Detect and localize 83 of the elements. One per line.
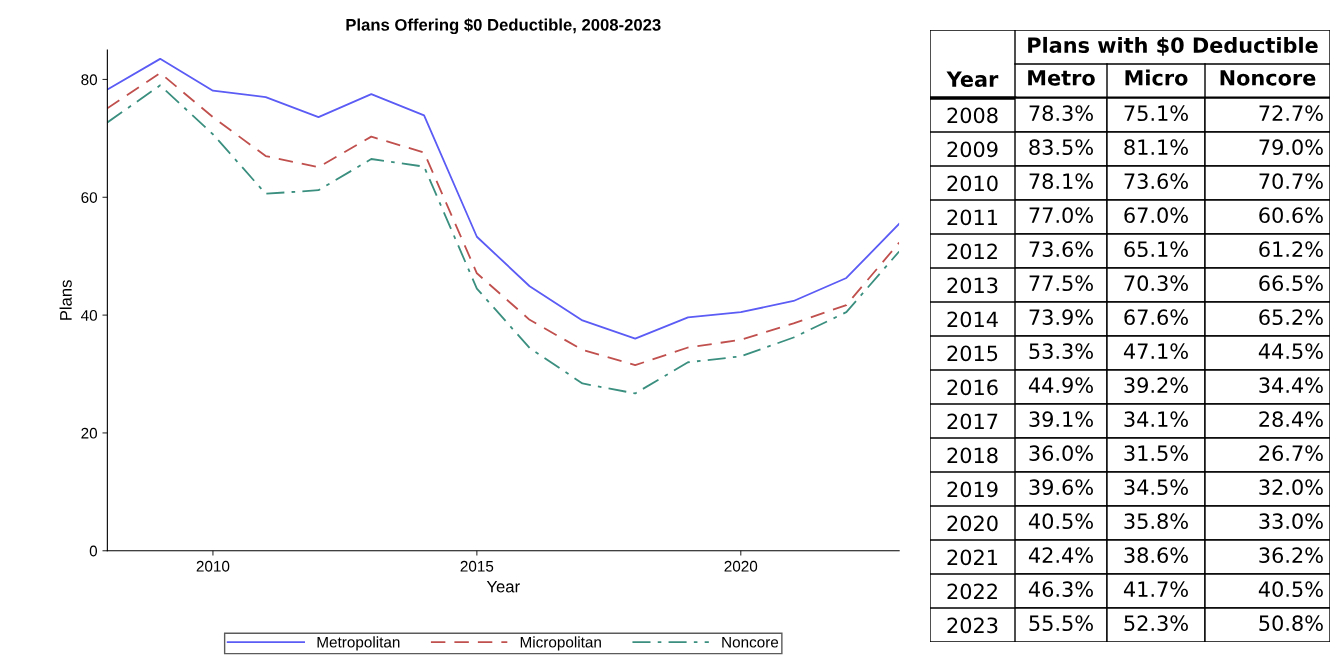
text: 36.0% bbox=[1029, 445, 1093, 462]
text: 70.7% bbox=[1259, 173, 1323, 190]
text: 39.1% bbox=[1029, 411, 1093, 428]
y-tick-label: 2009 bbox=[947, 141, 998, 158]
x-tick-label: 2015 bbox=[460, 560, 494, 572]
text: 77.5% bbox=[1029, 275, 1093, 292]
text: 31.5% bbox=[1124, 445, 1188, 462]
text: 50.8% bbox=[1259, 615, 1323, 632]
text: 44.5% bbox=[1258, 343, 1323, 360]
text: 75.1% bbox=[1124, 105, 1188, 122]
y-axis-title: Plans bbox=[59, 280, 72, 320]
text: 44.9% bbox=[1028, 377, 1093, 394]
text: 47.1% bbox=[1123, 343, 1188, 360]
text: 39.2% bbox=[1124, 377, 1188, 394]
y-tick-label: 20 bbox=[81, 427, 98, 439]
text: 34.4% bbox=[1259, 377, 1323, 394]
text: 81.1% bbox=[1124, 139, 1188, 156]
text: 65.1% bbox=[1124, 241, 1188, 258]
y-tick-label: 2012 bbox=[947, 243, 997, 260]
text: 38.6% bbox=[1124, 547, 1188, 564]
text: 66.5% bbox=[1259, 275, 1323, 292]
text: 34.5% bbox=[1124, 479, 1188, 496]
text: 41.7% bbox=[1123, 581, 1188, 598]
y-tick-label: 40 bbox=[81, 309, 98, 321]
text: 53.3% bbox=[1029, 343, 1093, 360]
y-tick-label: 2019 bbox=[947, 481, 998, 498]
x-tick-label: 2020 bbox=[724, 560, 758, 572]
text: 26.7% bbox=[1259, 445, 1323, 462]
text: 32.0% bbox=[1259, 479, 1323, 496]
text: 61.2% bbox=[1259, 241, 1323, 258]
y-tick-label: 2023 bbox=[947, 617, 998, 634]
y-tick-label: 2020 bbox=[947, 515, 998, 532]
text: 73.6% bbox=[1029, 241, 1093, 258]
text: 52.3% bbox=[1124, 615, 1188, 632]
text: 73.9% bbox=[1029, 309, 1093, 326]
text: 55.5% bbox=[1029, 615, 1093, 632]
text: 60.6% bbox=[1259, 207, 1323, 224]
text: 33.0% bbox=[1259, 513, 1323, 530]
text: 65.2% bbox=[1259, 309, 1323, 326]
text: 34.1% bbox=[1124, 411, 1188, 428]
text: 40.5% bbox=[1258, 581, 1323, 598]
text: 67.6% bbox=[1124, 309, 1188, 326]
x-tick-label: Metro bbox=[1028, 70, 1095, 86]
text: 39.6% bbox=[1029, 479, 1093, 496]
y-tick-label: 0 bbox=[89, 545, 98, 557]
x-tick-label: Micro bbox=[1125, 69, 1188, 86]
text: 67.0% bbox=[1124, 207, 1188, 224]
text: 35.8% bbox=[1124, 513, 1188, 530]
y-tick-label: 2016 bbox=[947, 379, 998, 396]
y-tick-label: 2008 bbox=[947, 107, 998, 124]
y-tick-label: 2013 bbox=[947, 277, 998, 294]
text: 77.0% bbox=[1029, 207, 1093, 224]
text: 83.5% bbox=[1029, 139, 1093, 156]
x-tick-label: 2010 bbox=[196, 560, 230, 572]
text: 79.0% bbox=[1259, 139, 1323, 156]
y-tick-label: 2015 bbox=[947, 345, 998, 362]
y-tick-label: 2021 bbox=[947, 549, 998, 566]
text: 36.2% bbox=[1259, 547, 1323, 564]
legend-label: Micropolitan bbox=[520, 636, 601, 651]
legend-label: Metropolitan bbox=[317, 636, 400, 651]
text: 78.1% bbox=[1029, 173, 1093, 190]
y-tick-label: 2017 bbox=[947, 413, 998, 430]
y-axis-title: Year bbox=[946, 71, 999, 88]
x-tick-label: Noncore bbox=[1220, 70, 1316, 86]
legend-label: Noncore bbox=[722, 636, 779, 648]
y-tick-label: 2014 bbox=[947, 311, 998, 328]
text: 73.6% bbox=[1124, 173, 1188, 190]
y-tick-label: 2010 bbox=[947, 175, 998, 192]
chart-title: Plans with $0 Deductible bbox=[1028, 36, 1318, 56]
text: 72.7% bbox=[1259, 105, 1323, 122]
y-tick-label: 60 bbox=[81, 192, 98, 203]
x-axis-title: Year bbox=[486, 580, 520, 593]
text: 46.3% bbox=[1028, 581, 1093, 598]
text: 42.4% bbox=[1028, 547, 1093, 564]
y-tick-label: 2022 bbox=[947, 583, 997, 600]
y-tick-label: 2011 bbox=[947, 209, 998, 226]
text: 78.3% bbox=[1029, 105, 1093, 122]
y-tick-label: 80 bbox=[81, 74, 98, 86]
y-tick-label: 2018 bbox=[947, 447, 998, 464]
text: 28.4% bbox=[1259, 411, 1323, 428]
chart-title: Plans Offering $0 Deductible, 2008-2023 bbox=[346, 18, 661, 35]
text: 70.3% bbox=[1124, 275, 1188, 292]
text: 40.5% bbox=[1028, 513, 1093, 530]
